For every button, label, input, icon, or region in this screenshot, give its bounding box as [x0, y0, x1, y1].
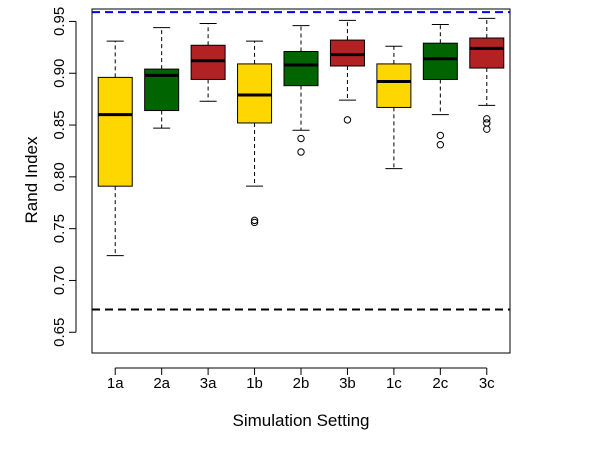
x-tick-label-2b: 2b [293, 375, 310, 392]
x-tick-label-1c: 1c [386, 375, 402, 392]
box-body-2b [283, 50, 319, 87]
x-tick-label-3b: 3b [339, 375, 356, 392]
outlier-3c-2 [483, 119, 491, 127]
y-tick-label-0.75: 0.75 [51, 214, 68, 243]
x-tick-label-2c: 2c [432, 375, 448, 392]
box-body-1c [376, 63, 412, 108]
box-1c [376, 45, 412, 170]
outlier-2c-2 [436, 131, 445, 140]
x-tick-label-3c: 3c [479, 375, 495, 392]
x-axis: 1a 2a 3a 1b 2b 3b 1c 2c 3c [107, 367, 495, 392]
outlier-1b-2 [250, 216, 259, 225]
box-body-3a [190, 44, 226, 80]
box-body-2c [422, 42, 458, 80]
box-1b [237, 40, 273, 227]
x-axis-title: Simulation Setting [232, 411, 369, 430]
x-tick-label-1b: 1b [246, 375, 263, 392]
plot-marks [92, 11, 510, 311]
box-3c [469, 17, 505, 133]
box-3b [329, 19, 365, 124]
box-1a [97, 40, 133, 257]
outlier-2b-2 [297, 134, 305, 143]
box-2a [144, 27, 180, 129]
box-2b [283, 25, 319, 156]
x-tick-label-2a: 2a [153, 375, 170, 392]
y-tick-label-0.70: 0.70 [51, 266, 68, 295]
y-tick-label-0.85: 0.85 [51, 110, 68, 139]
outlier-3c-1 [483, 125, 491, 133]
y-tick-label-0.80: 0.80 [51, 162, 68, 191]
y-tick-label-0.90: 0.90 [51, 59, 68, 88]
y-tick-label-0.95: 0.95 [51, 7, 68, 36]
plot-frame [91, 8, 511, 354]
box-2c [422, 24, 458, 149]
box-body-3b [329, 39, 365, 67]
outlier-3c-3 [483, 115, 491, 123]
outlier-3b-1 [343, 116, 352, 124]
box-body-3c [469, 37, 505, 69]
outlier-2c-1 [436, 141, 445, 149]
box-body-1b [237, 63, 273, 124]
x-tick-label-3a: 3a [200, 375, 217, 392]
box-3a [190, 23, 226, 102]
outlier-2b-1 [297, 148, 305, 156]
y-axis-title: Rand Index [22, 136, 41, 223]
box-body-1a [97, 76, 133, 187]
x-tick-label-1a: 1a [107, 375, 124, 392]
y-axis: 0.65 0.70 0.75 0.80 0.85 0.90 0.95 [51, 7, 77, 347]
outlier-1b-1 [250, 218, 259, 227]
y-tick-label-0.65: 0.65 [51, 318, 68, 347]
